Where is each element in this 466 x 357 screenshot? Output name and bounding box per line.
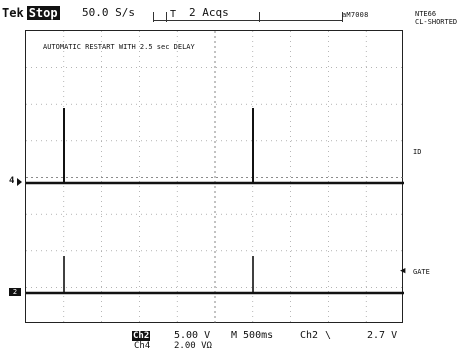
trigger-slope-icon: \ [325,330,332,341]
notes-line-1: NTE66 [415,10,437,18]
acquisition-mode-badge: Stop [26,6,60,20]
ch2-channel-name: GATE [413,268,430,276]
trigger-position-marker: T [170,9,177,20]
waveform-display: AUTOMATIC RESTART WITH 2.5 sec DELAY [25,30,404,324]
ch4-reference-arrow-icon [17,178,22,186]
ch2-scale: 5.00 V [174,330,211,341]
ch2-reference-marker: 2 [9,288,21,296]
acquisition-count: 2 Acqs [189,6,229,19]
ch2-indicator: Ch2 [132,331,151,341]
trigger-level: 2.7 V [367,330,398,341]
restart-annotation: AUTOMATIC RESTART WITH 2.5 sec DELAY [43,43,195,51]
ch4-reference-label: 4 [9,176,15,186]
ch4-scale: 2.00 VΩ [174,341,212,351]
sample-rate: 50.0 S/s [82,6,135,19]
notes: NTE66 CL-SHORTED [415,10,457,26]
brand-label: Tek Stop [2,6,60,20]
ch4-channel-name: ID [413,148,422,156]
trigger-level-arrow-icon: ◀ [400,266,406,276]
status-bar: Tek Stop 50.0 S/s 2 Acqs T aM7008 NTE66 C… [0,4,466,26]
footer-readout: Ch2 5.00 V Ch4 2.00 VΩ M 500ms Ch2 \ 2.7… [0,329,466,355]
graticule [26,31,404,324]
instrument-id: aM7008 [342,11,369,19]
ch2-pulses [63,256,254,293]
trigger-source: Ch2 [300,330,319,341]
ch4-indicator: Ch4 [134,341,151,351]
trigger-position-bar: T [153,9,343,24]
ch4-pulses [63,108,254,183]
notes-line-2: CL-SHORTED [415,18,458,26]
timebase: M 500ms [231,330,274,341]
